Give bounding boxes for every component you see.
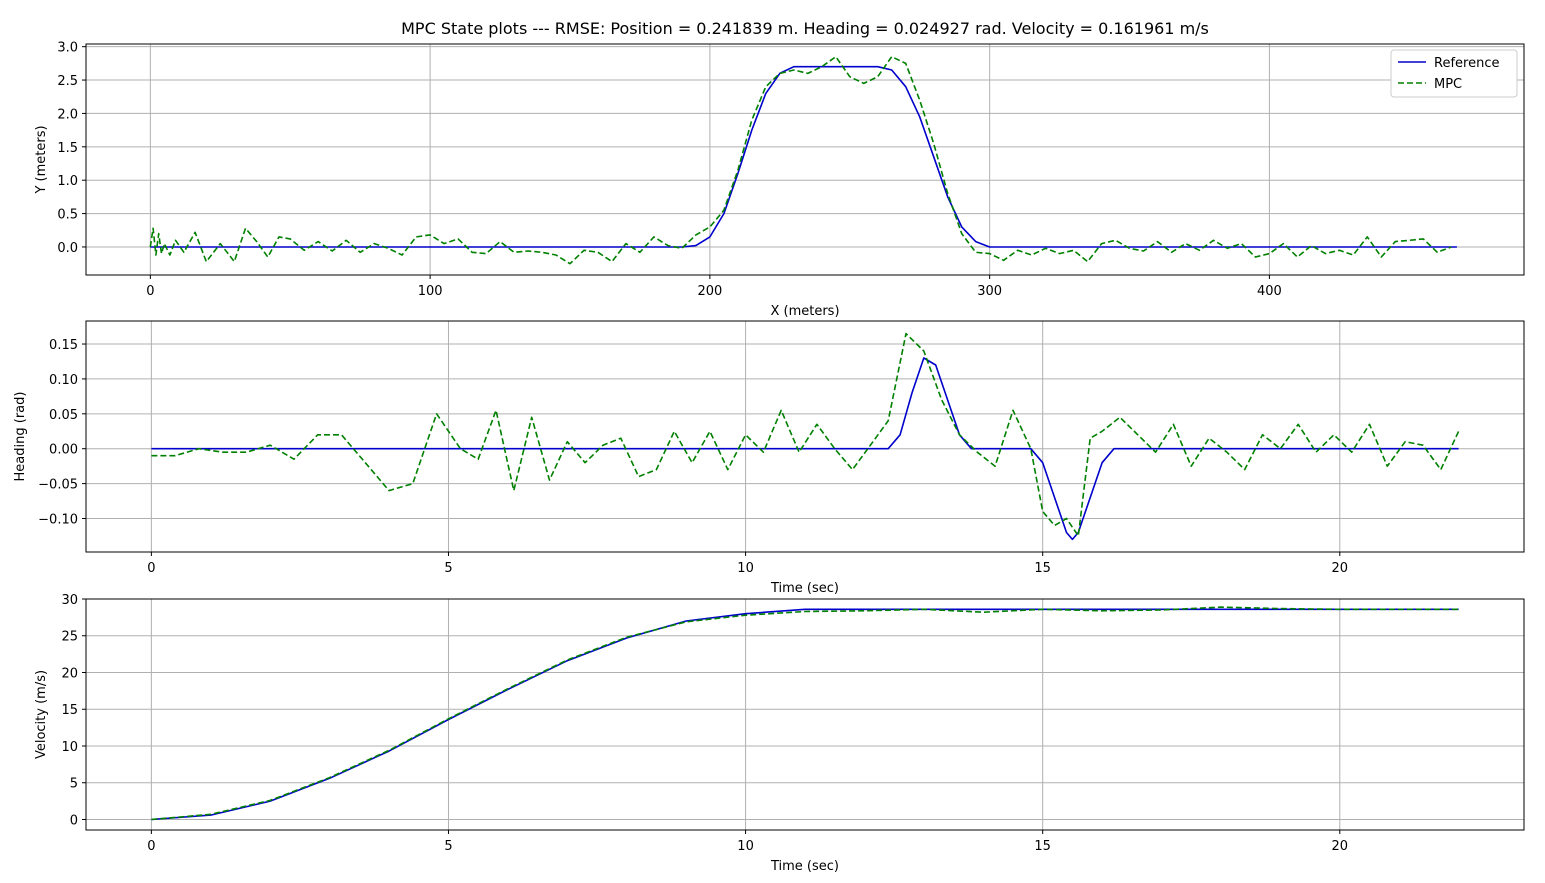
axes-frame (85, 43, 1525, 276)
y-tick-label: 5 (70, 777, 78, 792)
x-tick-label: 0 (147, 561, 155, 576)
y-tick-label: 10 (61, 740, 78, 755)
x-tick-label: 10 (737, 839, 754, 854)
y-tick-label: 3.0 (57, 41, 78, 56)
x-axis-label: X (meters) (770, 304, 839, 319)
x-tick-label: 5 (444, 561, 452, 576)
y-axis-label: Y (meters) (34, 125, 49, 194)
axes-frame (85, 598, 1525, 831)
y-tick-label: 0.10 (49, 373, 78, 388)
reference-series-line (150, 65, 1457, 248)
y-tick-label: −0.10 (38, 513, 78, 528)
x-tick-label: 0 (146, 284, 154, 299)
x-axis-label: Time (sec) (770, 581, 839, 596)
x-tick-label: 15 (1034, 561, 1051, 576)
y-tick-label: 1.0 (57, 174, 78, 189)
x-tick-label: 200 (697, 284, 722, 299)
y-tick-label: 15 (61, 703, 78, 718)
y-axis-label: Velocity (m/s) (34, 670, 49, 759)
y-tick-label: 2.0 (57, 107, 78, 122)
reference-series-line (151, 608, 1459, 821)
x-axis-label: Time (sec) (770, 859, 839, 874)
y-tick-label: 0 (70, 813, 78, 828)
mpc-series-line (149, 55, 1452, 265)
legend-label-reference: Reference (1434, 56, 1499, 71)
x-tick-label: 5 (444, 839, 452, 854)
legend-label-mpc: MPC (1434, 77, 1462, 92)
legend: Reference MPC (1390, 49, 1518, 98)
x-tick-label: 100 (418, 284, 443, 299)
y-tick-label: 0.15 (49, 338, 78, 353)
y-tick-label: 30 (61, 593, 78, 608)
y-tick-label: 0.00 (49, 443, 78, 458)
reference-series-line (151, 357, 1459, 541)
subplot-2: 0 5 10 15 20 −0.10 −0.05 0.00 0.05 0.10 0.15 Time (… (13, 320, 1525, 596)
y-tick-label: 25 (61, 630, 78, 645)
y-tick-label: 0.0 (57, 241, 78, 256)
y-tick-label: 0.05 (49, 408, 78, 423)
subplot-3: 0 5 10 15 20 0 5 10 15 20 25 30 Time (sec) Velocity (… (34, 593, 1525, 874)
y-tick-label: 1.5 (57, 141, 78, 156)
y-tick-label: 2.5 (57, 74, 78, 89)
x-tick-label: 400 (1257, 284, 1282, 299)
x-tick-label: 300 (977, 284, 1002, 299)
x-tick-label: 20 (1332, 839, 1349, 854)
mpc-series-line (151, 606, 1459, 821)
subplot-1: 0 100 200 300 400 0.0 0.5 1.0 1.5 2.0 2.5 3.0 X (met… (34, 41, 1525, 319)
y-tick-label: 20 (61, 666, 78, 681)
x-tick-label: 15 (1034, 839, 1051, 854)
x-tick-label: 20 (1332, 561, 1349, 576)
figure-title: MPC State plots --- RMSE: Position = 0.2… (401, 19, 1209, 38)
axes-frame (85, 320, 1525, 553)
y-tick-label: −0.05 (38, 478, 78, 493)
y-axis-label: Heading (rad) (13, 392, 28, 482)
x-tick-label: 10 (737, 561, 754, 576)
x-tick-label: 0 (147, 839, 155, 854)
y-tick-label: 0.5 (57, 208, 78, 223)
mpc-series-line (151, 332, 1460, 537)
